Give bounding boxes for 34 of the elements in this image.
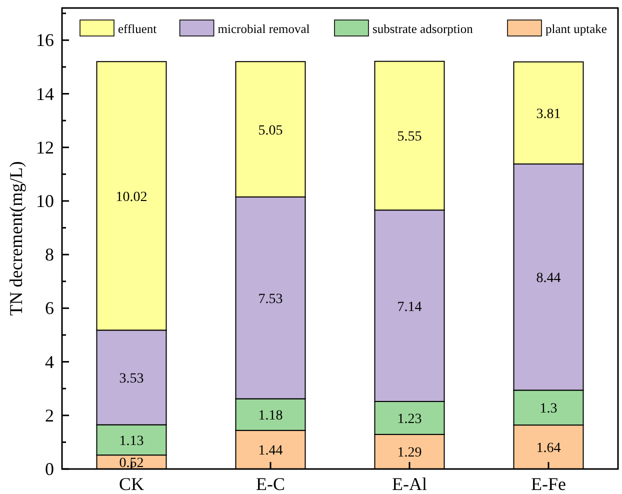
data-label: 10.02: [116, 190, 148, 205]
data-label: 5.55: [397, 130, 422, 145]
data-label: 1.23: [397, 412, 422, 427]
data-label: 1.13: [119, 434, 144, 449]
y-tick-label: 14: [36, 84, 54, 104]
y-tick-label: 2: [45, 405, 54, 426]
x-tick-label: E-C: [256, 474, 285, 494]
data-label: 1.29: [397, 446, 422, 461]
x-tick-label: E-Al: [392, 474, 427, 494]
legend-label: microbial removal: [218, 22, 310, 36]
y-tick-label: 10: [36, 190, 54, 211]
y-tick-label: 16: [36, 30, 54, 50]
y-tick-label: 6: [45, 298, 54, 318]
y-axis-title: TN decrement(mg/L): [6, 161, 26, 316]
data-label: 8.44: [536, 271, 561, 286]
data-label: 1.3: [540, 402, 558, 417]
data-label: 5.05: [258, 123, 283, 138]
data-label: 7.14: [397, 300, 422, 315]
legend-label: effluent: [118, 22, 158, 36]
data-label: 3.81: [536, 106, 561, 122]
data-label: 7.53: [258, 292, 283, 307]
legend-label: plant uptake: [546, 22, 608, 36]
y-tick-label: 4: [45, 352, 54, 372]
data-label: 1.18: [258, 408, 283, 424]
x-tick-label: E-Fe: [531, 474, 566, 494]
y-tick-label: 0: [45, 459, 54, 479]
y-tick-label: 12: [36, 137, 54, 158]
data-label: 0.52: [119, 456, 144, 472]
data-label: 1.64: [536, 441, 561, 456]
x-tick-label: CK: [118, 474, 144, 494]
data-label: 3.53: [119, 371, 144, 386]
legend-label: substrate adsorption: [372, 22, 474, 36]
y-tick-label: 8: [45, 244, 54, 265]
data-label: 1.44: [258, 444, 283, 459]
